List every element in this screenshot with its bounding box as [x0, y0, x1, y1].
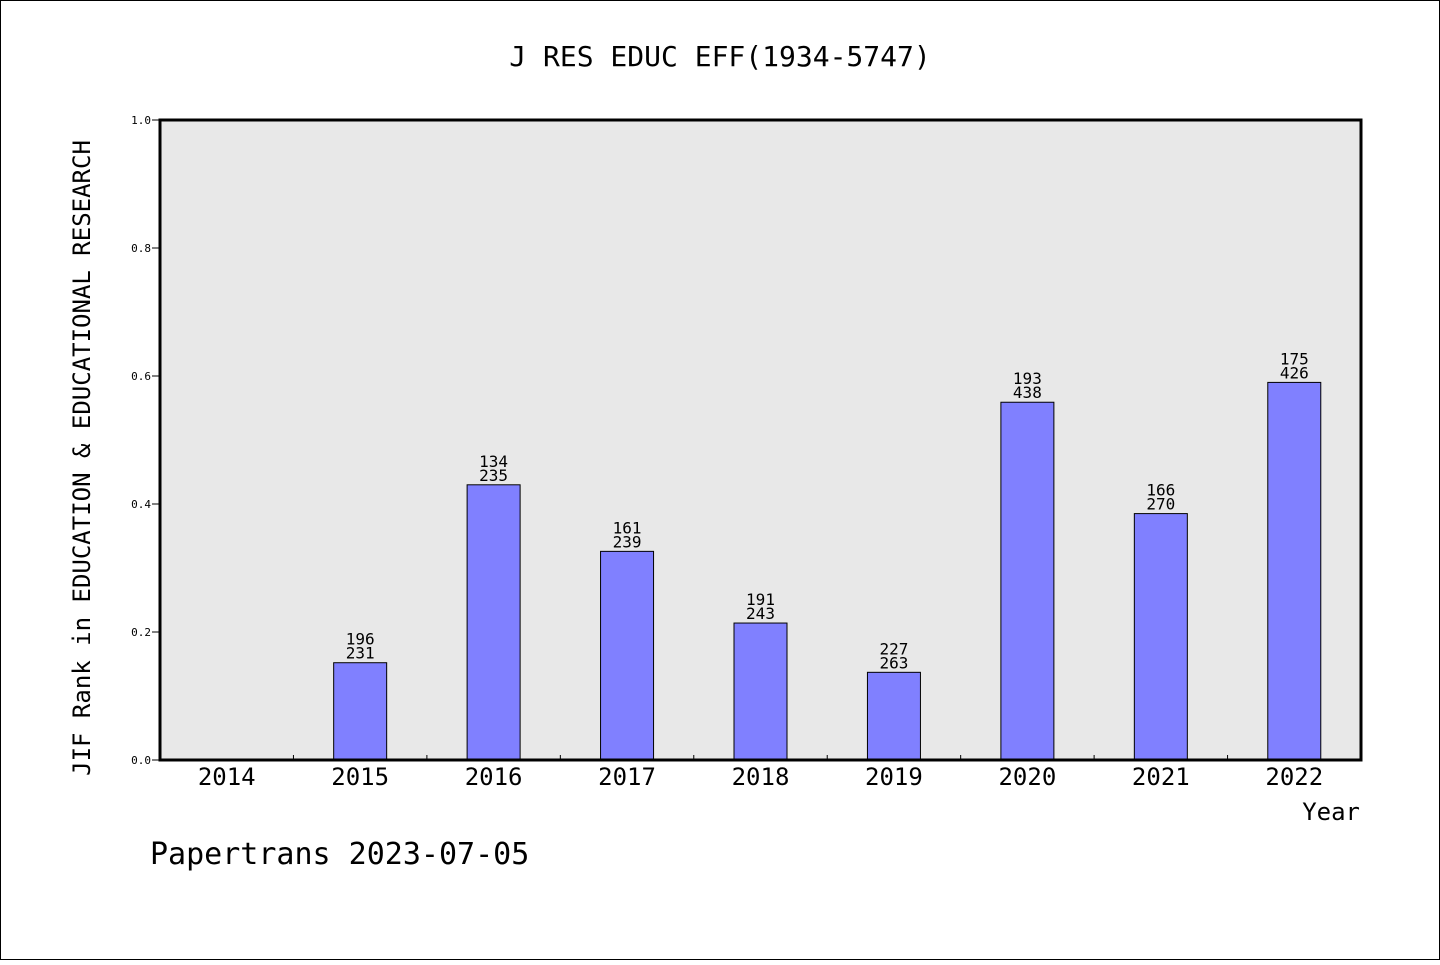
- y-tick-label: 0.8: [131, 242, 151, 255]
- bar-2017: [600, 550, 655, 761]
- y-tick-label: 0.6: [131, 370, 151, 383]
- x-tick-label: 2022: [1265, 763, 1323, 791]
- bar-label-total: 243: [746, 604, 775, 623]
- bar-label-rank: 166: [1146, 481, 1175, 500]
- y-tick-label: 0.0: [131, 754, 151, 767]
- x-axis-label: Year: [1302, 798, 1360, 826]
- x-tick-label: 2020: [998, 763, 1056, 791]
- bar-2020: [1000, 401, 1055, 761]
- bar-label-rank: 161: [613, 518, 642, 537]
- ticks-layer: 0.0 0.2 0.4 0.6 0.8 1.0 2014 2015 2016 2017 2018 20…: [131, 114, 1323, 791]
- bar-label-total: 426: [1280, 363, 1309, 382]
- bar-label-rank: 175: [1280, 349, 1309, 368]
- bar-label-rank: 191: [746, 590, 775, 609]
- bar-2018: [733, 622, 788, 761]
- bar-label-rank: 134: [479, 452, 508, 471]
- bar-2016: [466, 484, 521, 761]
- bar-label-rank: 227: [879, 639, 908, 658]
- x-tick-label: 2018: [732, 763, 790, 791]
- bar-label-total: 235: [479, 466, 508, 485]
- bar-2021: [1133, 513, 1188, 761]
- x-tick-label: 2017: [598, 763, 656, 791]
- footer-credit: Papertrans 2023-07-05: [150, 837, 529, 872]
- bar-label-total: 231: [346, 644, 375, 663]
- bar-label-total: 438: [1013, 383, 1042, 402]
- chart-title: J RES EDUC EFF(1934-5747): [509, 40, 930, 73]
- y-tick-label: 0.2: [131, 626, 151, 639]
- plot-frame: [158, 118, 1363, 762]
- bar-label-rank: 193: [1013, 369, 1042, 388]
- x-tick-label: 2014: [198, 763, 256, 791]
- y-tick-label: 1.0: [131, 114, 151, 127]
- y-tick-label: 0.4: [131, 498, 151, 511]
- bar-label-total: 239: [613, 532, 642, 551]
- bar-label-rank: 196: [346, 630, 375, 649]
- bar-label-total: 270: [1146, 495, 1175, 514]
- x-tick-label: 2019: [865, 763, 923, 791]
- x-tick-label: 2021: [1132, 763, 1190, 791]
- y-axis-label: JIF Rank in EDUCATION & EDUCATIONAL RESE…: [68, 140, 96, 776]
- bar-label-total: 263: [879, 653, 908, 672]
- bar-2022: [1267, 381, 1322, 761]
- bar-2015: [333, 662, 388, 761]
- x-tick-label: 2016: [465, 763, 523, 791]
- x-tick-label: 2015: [331, 763, 389, 791]
- bar-2019: [866, 671, 921, 761]
